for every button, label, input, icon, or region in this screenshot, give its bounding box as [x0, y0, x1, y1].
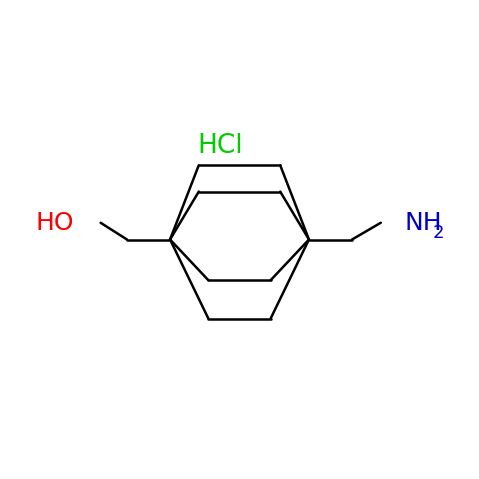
Text: 2: 2: [433, 224, 444, 242]
Text: HO: HO: [36, 211, 74, 235]
Text: NH: NH: [405, 211, 443, 235]
Text: HCl: HCl: [197, 133, 243, 159]
